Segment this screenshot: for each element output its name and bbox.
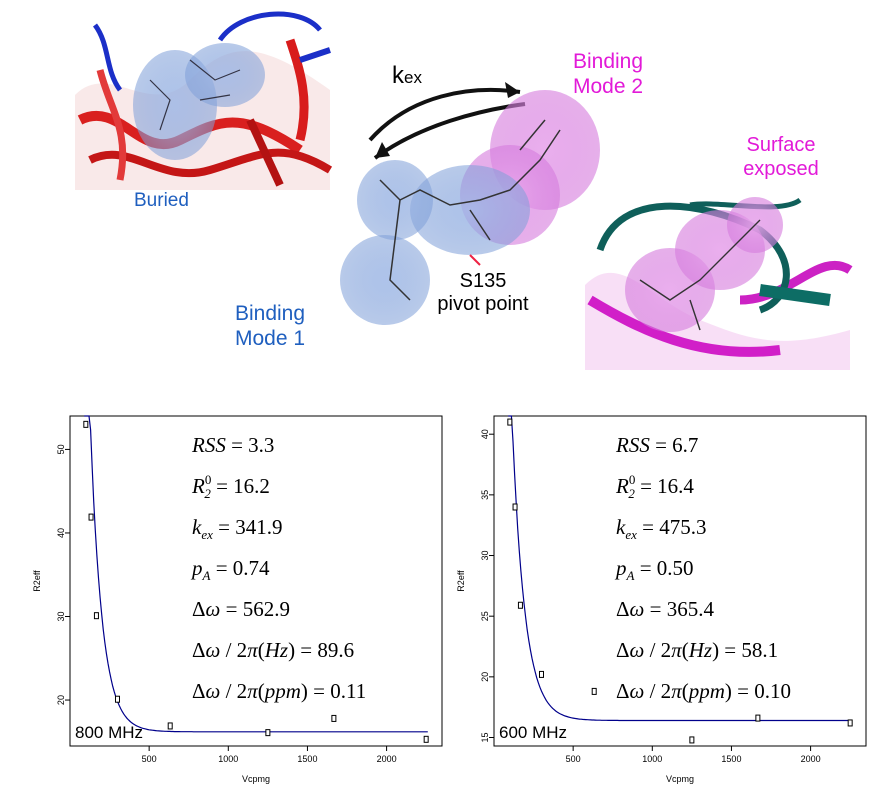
- molecular-illustration: kex Buried Binding Mode 2 Surface expose…: [0, 0, 880, 380]
- stat-dw-ppm: Δω / 2π(ppm) = 0.11: [192, 679, 366, 703]
- fit-curve: [84, 415, 428, 733]
- stat-r20: R0 2 = 16.4: [615, 472, 694, 501]
- data-point: [83, 420, 89, 428]
- surface-exposed-label: Surface exposed: [733, 134, 829, 181]
- x-tick-label: 500: [142, 754, 157, 764]
- data-point: [517, 601, 523, 609]
- data-point: [591, 687, 597, 695]
- data-point: [689, 736, 695, 744]
- stat-dw-ppm-value: 0.10: [754, 679, 791, 703]
- stat-kex: kex = 475.3: [616, 515, 706, 542]
- x-tick-label: 2000: [377, 754, 397, 764]
- surface-exposed-line-1: Surface: [746, 134, 816, 156]
- y-tick-label: 40: [56, 528, 66, 538]
- y-tick-label: 30: [480, 551, 490, 561]
- data-point: [114, 695, 120, 703]
- dispersion-plot-800-svg: 500 1000 1500 2000 20 30 40 50 Vcpmg R2eff 800 MHz…: [32, 415, 443, 784]
- kex-subscript: ex: [404, 68, 422, 87]
- stat-pa-value: 0.50: [657, 556, 694, 580]
- data-point: [93, 612, 99, 620]
- ligand-panel: [340, 90, 600, 325]
- stat-r20-value: 16.2: [233, 474, 270, 498]
- plot-frame: [69, 415, 443, 747]
- kex-main: k: [392, 62, 404, 89]
- stat-dw-hz: Δω / 2π(Hz) = 89.6: [192, 638, 354, 662]
- y-tick-label: 40: [480, 429, 490, 439]
- binding-mode-1-line-1: Binding: [234, 302, 306, 325]
- dispersion-plot-600: 500 1000 1500 2000 15 20 25 30 35 40 Vcpmg R2eff 600…: [452, 406, 876, 803]
- stat-dw-hz-value: 89.6: [317, 638, 354, 662]
- stat-rss: RSS = 6.7: [615, 433, 698, 457]
- x-tick-label: 2000: [801, 754, 821, 764]
- binding-mode-2-label: Binding Mode 2: [562, 50, 654, 100]
- stat-dw-ppm-value: 0.11: [330, 679, 366, 703]
- y-axis-label: R2eff: [32, 570, 42, 592]
- x-axis-label: Vcpmg: [242, 774, 270, 784]
- buried-protein-panel: [70, 0, 333, 190]
- binding-mode-1-line-2: Mode 1: [234, 326, 306, 350]
- y-axis-label: R2eff: [456, 570, 466, 592]
- field-strength-label: 800 MHz: [75, 723, 143, 742]
- fit-curve: [508, 415, 852, 722]
- stat-dw-hz: Δω / 2π(Hz) = 58.1: [616, 638, 778, 662]
- pivot-line-2: pivot point: [437, 293, 529, 315]
- y-tick-label: 50: [56, 444, 66, 454]
- y-tick-label: 25: [480, 611, 490, 621]
- x-tick-label: 500: [566, 754, 581, 764]
- stat-dw-ppm: Δω / 2π(ppm) = 0.10: [616, 679, 791, 703]
- stat-dw: Δω = 365.4: [616, 597, 714, 621]
- data-point: [331, 714, 337, 722]
- pivot-line-1: S135: [459, 270, 507, 292]
- data-point: [167, 722, 173, 730]
- x-tick-label: 1000: [218, 754, 238, 764]
- kex-label: kex: [392, 64, 422, 88]
- binding-mode-1-label: Binding Mode 1: [218, 302, 322, 352]
- dispersion-plot-800: 500 1000 1500 2000 20 30 40 50 Vcpmg R2eff 800 MHz…: [28, 406, 452, 803]
- stat-dw-value: 562.9: [243, 597, 290, 621]
- stat-r20: R0 2 = 16.2: [191, 472, 270, 501]
- y-tick-label: 15: [480, 732, 490, 742]
- molecular-figure: [70, 0, 853, 370]
- dispersion-plot-600-svg: 500 1000 1500 2000 15 20 25 30 35 40 Vcpmg R2eff 600…: [456, 415, 867, 784]
- buried-label: Buried: [134, 190, 189, 211]
- stat-kex-value: 341.9: [235, 515, 282, 539]
- stat-rss: RSS = 3.3: [191, 433, 274, 457]
- x-tick-label: 1000: [642, 754, 662, 764]
- data-point: [755, 714, 761, 722]
- x-tick-label: 1500: [721, 754, 741, 764]
- binding-mode-2-line-1: Binding: [572, 50, 644, 73]
- surface-protein-panel: [585, 197, 853, 370]
- y-tick-label: 20: [56, 695, 66, 705]
- stat-dw-hz-value: 58.1: [741, 638, 778, 662]
- y-tick-label: 35: [480, 490, 490, 500]
- stat-pa-value: 0.74: [233, 556, 270, 580]
- stat-dw: Δω = 562.9: [192, 597, 290, 621]
- data-point: [507, 418, 513, 426]
- x-axis-label: Vcpmg: [666, 774, 694, 784]
- data-point: [538, 670, 544, 678]
- data-point: [423, 735, 429, 743]
- plot-frame: [493, 415, 867, 747]
- y-tick-label: 30: [56, 611, 66, 621]
- surface-exposed-line-2: exposed: [743, 157, 819, 180]
- field-strength-label: 600 MHz: [499, 723, 567, 742]
- data-point: [512, 503, 518, 511]
- stat-pa: pA = 0.74: [190, 556, 270, 583]
- data-point: [847, 719, 853, 727]
- data-point: [265, 729, 271, 737]
- x-tick-label: 1500: [297, 754, 317, 764]
- stat-kex: kex = 341.9: [192, 515, 282, 542]
- stat-kex-value: 475.3: [659, 515, 706, 539]
- stat-rss-value: 3.3: [248, 433, 274, 457]
- pivot-label: S135 pivot point: [418, 270, 548, 316]
- binding-mode-2-line-2: Mode 2: [572, 74, 644, 98]
- data-point: [88, 513, 94, 521]
- y-tick-label: 20: [480, 672, 490, 682]
- stat-rss-value: 6.7: [672, 433, 698, 457]
- stat-dw-value: 365.4: [667, 597, 715, 621]
- stat-r20-value: 16.4: [657, 474, 694, 498]
- stat-pa: pA = 0.50: [614, 556, 694, 583]
